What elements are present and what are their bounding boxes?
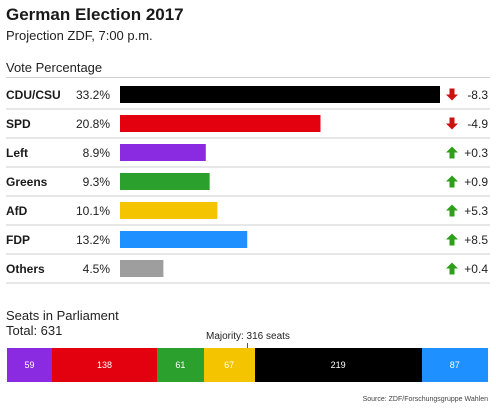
arrow-up-icon (446, 262, 458, 275)
vote-value-label: 8.9% (83, 146, 111, 160)
heading-rule (6, 77, 490, 78)
change-label: -4.9 (467, 117, 488, 131)
vote-bar (120, 231, 248, 248)
party-label: Others (6, 262, 45, 276)
change-label: +0.4 (464, 262, 488, 276)
seat-segment: 87 (421, 348, 488, 382)
change-label: +8.5 (464, 233, 488, 247)
vote-value-label: 4.5% (83, 262, 111, 276)
seats-total: Total: 631 (6, 323, 63, 338)
arrow-down-icon (446, 88, 458, 101)
arrow-up-icon (446, 146, 458, 159)
seats-heading: Seats in Parliament (6, 308, 119, 323)
arrow-up-icon (446, 204, 458, 217)
seat-segment: 61 (157, 348, 204, 382)
change-label: +5.3 (464, 204, 488, 218)
change-label: -8.3 (467, 88, 488, 102)
seat-segment: 138 (51, 348, 158, 382)
majority-marker (247, 343, 248, 351)
vote-bar (120, 144, 206, 161)
vote-bar (120, 260, 164, 277)
arrow-up-icon (446, 175, 458, 188)
change-label: +0.9 (464, 175, 488, 189)
seats-stacked-bar: 59 138 61 67 219 87 (7, 348, 488, 382)
source-note: Source: ZDF/Forschungsgruppe Wahlen (362, 396, 488, 403)
seat-segment: 219 (254, 348, 422, 382)
party-label: Greens (6, 175, 48, 189)
vote-bar (120, 86, 440, 103)
party-label: AfD (6, 204, 28, 218)
vote-percentage-heading: Vote Percentage (6, 60, 103, 75)
majority-label: Majority: 316 seats (206, 331, 290, 342)
party-label: CDU/CSU (6, 88, 61, 102)
party-label: FDP (6, 233, 30, 247)
chart-title: German Election 2017 (6, 5, 184, 24)
arrow-up-icon (446, 233, 458, 246)
party-label: SPD (6, 117, 31, 131)
vote-bar (120, 173, 210, 190)
vote-bar-chart: CDU/CSU 33.2% -8.3 SPD 20.8% -4.9 Left 8.9% +0.3… (6, 86, 490, 284)
vote-bar (120, 115, 321, 132)
change-label: +0.3 (464, 146, 488, 160)
vote-value-label: 20.8% (76, 117, 110, 131)
seat-segment: 67 (203, 348, 255, 382)
vote-value-label: 9.3% (83, 175, 111, 189)
chart-subtitle: Projection ZDF, 7:00 p.m. (6, 28, 153, 43)
vote-value-label: 33.2% (76, 88, 110, 102)
party-label: Left (6, 146, 28, 160)
vote-value-label: 13.2% (76, 233, 110, 247)
seat-segment: 59 (7, 348, 52, 382)
arrow-down-icon (446, 117, 458, 130)
vote-bar (120, 202, 218, 219)
vote-value-label: 10.1% (76, 204, 110, 218)
